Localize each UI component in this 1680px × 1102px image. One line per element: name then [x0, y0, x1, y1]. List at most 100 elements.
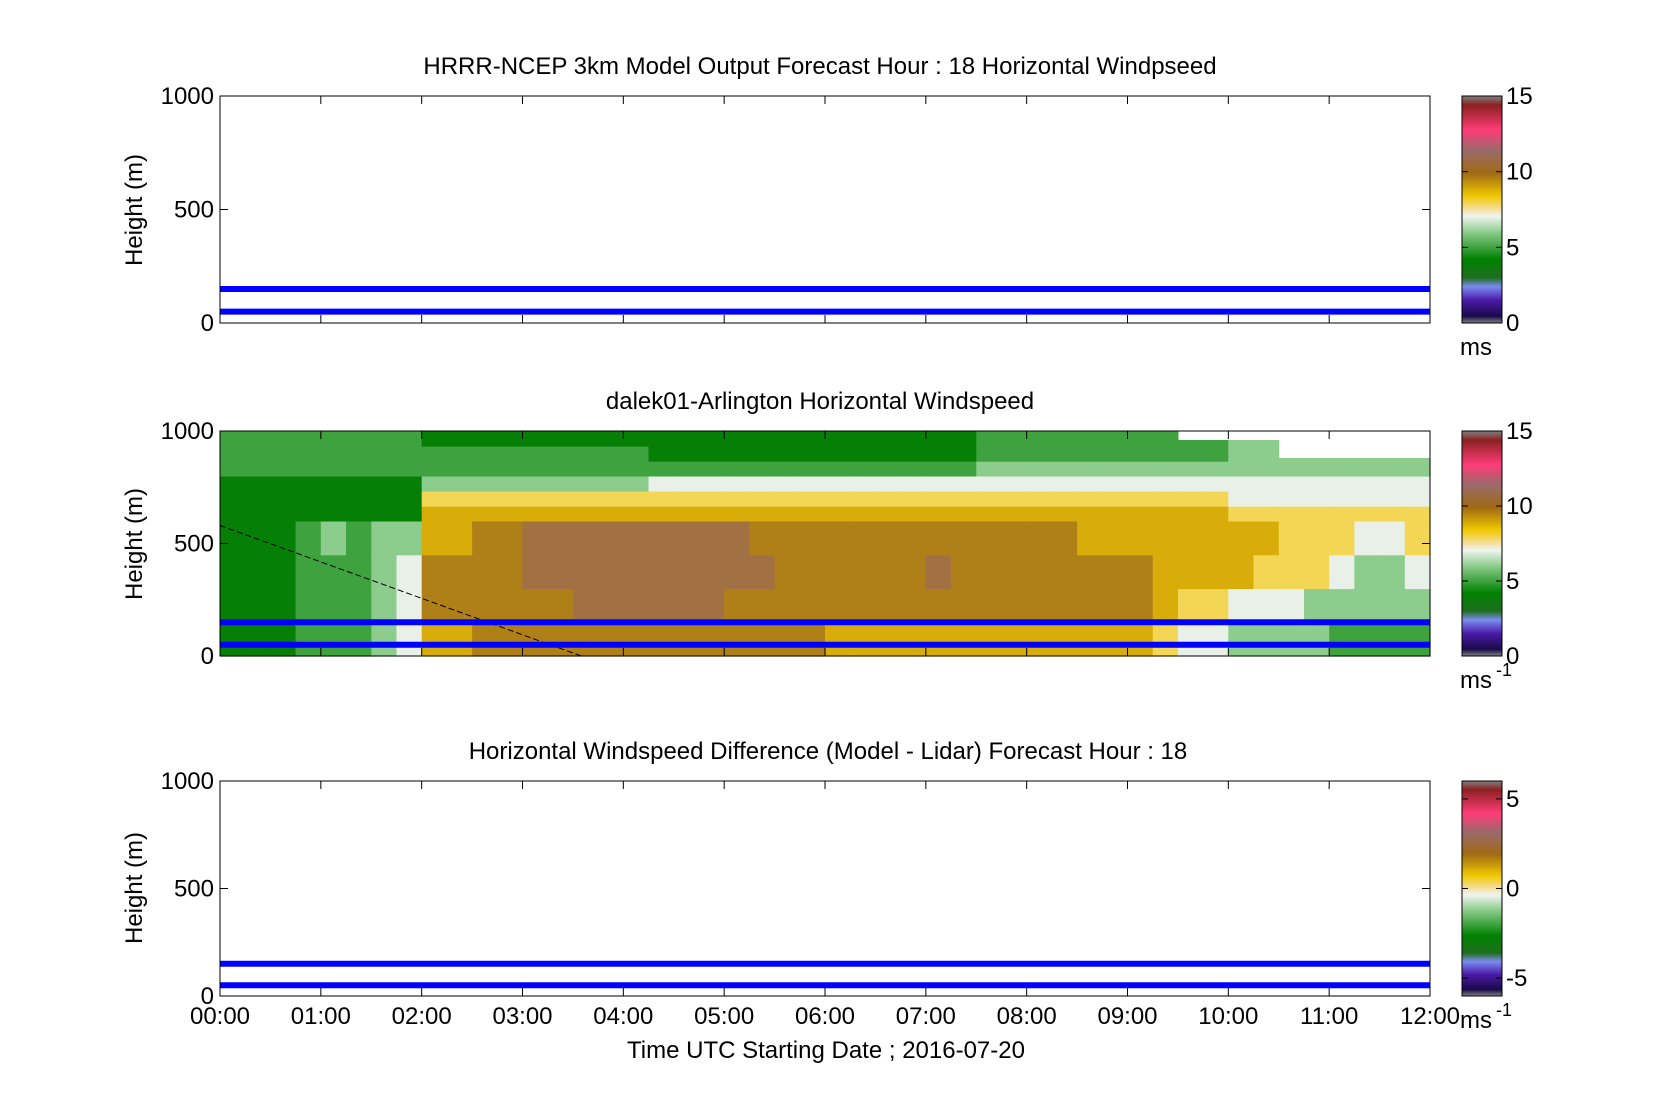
heatmap-cell — [472, 622, 498, 657]
x-tick-label: 11:00 — [1300, 1003, 1358, 1030]
heatmap-cell — [724, 554, 750, 590]
heatmap-cell — [648, 491, 675, 507]
heatmap-cell — [925, 554, 952, 590]
heatmap-cell — [1026, 431, 1053, 447]
y-tick-label: 0 — [201, 983, 214, 1010]
heatmap-cell — [1127, 431, 1154, 447]
heatmap-cell — [1102, 476, 1129, 492]
heatmap-cell — [1152, 461, 1179, 477]
x-tick-label: 07:00 — [896, 1003, 956, 1030]
x-tick-label: 06:00 — [795, 1003, 855, 1030]
chart-title: HRRR-NCEP 3km Model Output Forecast Hour… — [423, 53, 1216, 80]
heatmap-cell — [1228, 554, 1255, 590]
heatmap-cell — [724, 506, 750, 522]
heatmap-cell — [951, 622, 977, 657]
heatmap-cell — [648, 521, 675, 556]
heatmap-cell — [1102, 622, 1129, 657]
heatmap-cell — [1304, 461, 1330, 477]
heatmap-cell — [1051, 446, 1078, 462]
heatmap-cell — [1379, 554, 1406, 590]
heatmap-cell — [245, 554, 271, 590]
heatmap-cell — [572, 622, 599, 657]
heatmap-cell — [1152, 588, 1179, 623]
heatmap-cell — [1077, 521, 1103, 556]
heatmap-cell — [1177, 554, 1204, 590]
panel-model-output: HRRR-NCEP 3km Model Output Forecast Hour… — [121, 53, 1533, 361]
heatmap-cell — [547, 461, 574, 477]
heatmap-cell — [1001, 588, 1028, 623]
heatmap-cell — [1001, 431, 1028, 447]
heatmap-cell — [699, 461, 725, 477]
heatmap-cell — [900, 476, 927, 492]
heatmap-cell — [270, 491, 297, 507]
heatmap-cell — [371, 554, 398, 590]
heatmap-cell — [1278, 461, 1305, 477]
heatmap-cell — [295, 431, 322, 447]
heatmap-cell — [320, 461, 347, 477]
heatmap-cell — [245, 588, 271, 623]
x-ticks — [219, 431, 1431, 656]
y-tick-label: 1000 — [161, 418, 214, 445]
heatmap-cell — [446, 446, 473, 462]
heatmap-cell — [320, 554, 347, 590]
colorbar-gradient — [1461, 780, 1503, 997]
heatmap-cell — [598, 554, 624, 590]
heatmap-cell — [598, 506, 624, 522]
heatmap-cell — [724, 431, 750, 447]
heatmap-cell — [1152, 446, 1179, 462]
heatmap-cell — [1051, 431, 1078, 447]
y-tick-label: 0 — [201, 643, 214, 670]
heatmap-cell — [1278, 491, 1305, 507]
x-tick-label: 09:00 — [1097, 1003, 1157, 1030]
heatmap-cell — [1354, 554, 1381, 590]
heatmap-cell — [1177, 476, 1204, 492]
heatmap-cell — [825, 622, 851, 657]
heatmap-cell — [1152, 506, 1179, 522]
heatmap-cell — [1203, 491, 1229, 507]
heatmap-cell — [925, 506, 952, 522]
heatmap-cell — [1102, 554, 1129, 590]
y-axis-label: Height (m) — [121, 832, 148, 944]
heatmap-cell — [1026, 491, 1053, 507]
heatmap-cell — [446, 431, 473, 447]
heatmap-cell — [724, 622, 750, 657]
heatmap-cell — [421, 431, 448, 447]
heatmap-cell — [951, 554, 977, 590]
heatmap-cell — [699, 491, 725, 507]
heatmap-cell — [648, 588, 675, 623]
heatmap-cell — [1253, 588, 1280, 623]
heatmap-cell — [547, 521, 574, 556]
heatmap-cell — [1051, 554, 1078, 590]
heatmap-cell — [1077, 622, 1103, 657]
heatmap-cell — [446, 461, 473, 477]
panel-difference: Horizontal Windspeed Difference (Model -… — [121, 738, 1527, 1034]
heatmap-cell — [421, 521, 448, 556]
heatmap-cell — [497, 506, 524, 522]
heatmap-cell — [673, 461, 700, 477]
heatmap-cell — [1102, 461, 1129, 477]
heatmap-cell — [1329, 476, 1355, 492]
heatmap-cell — [976, 446, 1003, 462]
heatmap-cell — [572, 491, 599, 507]
heatmap-cell — [1278, 622, 1305, 657]
heatmap-cell — [295, 622, 322, 657]
heatmap-cell — [497, 554, 524, 590]
heatmap-cell — [270, 446, 297, 462]
heatmap-cell — [270, 461, 297, 477]
y-tick-label: 1000 — [161, 83, 214, 110]
heatmap-cell — [900, 506, 927, 522]
heatmap-cell — [799, 461, 826, 477]
heatmap-cell — [446, 491, 473, 507]
heatmap-cell — [774, 588, 801, 623]
heatmap-cell — [522, 554, 549, 590]
colorbar-tick-label: 5 — [1506, 568, 1519, 595]
heatmap-cell — [572, 506, 599, 522]
heatmap-cell — [371, 588, 398, 623]
y-ticks: 0 500 1000 — [161, 418, 1430, 670]
heatmap-cell — [1304, 491, 1330, 507]
heatmap-cell — [1354, 491, 1381, 507]
heatmap-cell — [976, 476, 1003, 492]
heatmap-cell — [850, 554, 876, 590]
heatmap-cell — [1228, 440, 1255, 447]
heatmap-cell — [799, 622, 826, 657]
